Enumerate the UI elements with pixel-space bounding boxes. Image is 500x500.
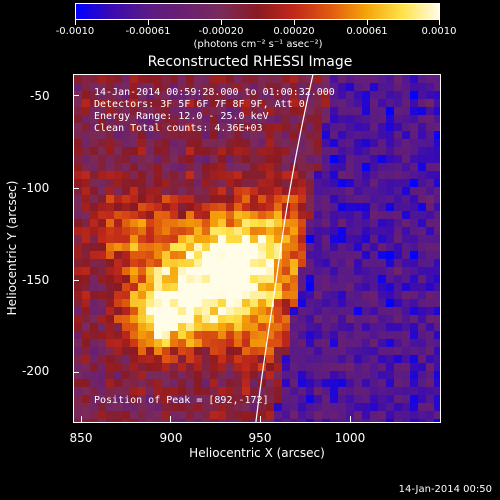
x-tick-mark <box>170 416 171 422</box>
colorbar-tick <box>367 20 368 25</box>
colorbar-tick <box>294 20 295 25</box>
colorbar-tick <box>148 20 149 25</box>
x-tick-label: 1000 <box>334 431 366 445</box>
annotation-method: Clean Total counts: 4.36E+03 <box>94 123 263 134</box>
x-tick-label: 900 <box>159 431 183 445</box>
annotation-time: 14-Jan-2014 00:59:28.000 to 01:00:32.000 <box>94 87 335 98</box>
y-tick-mark <box>73 188 79 189</box>
annotation-detectors: Detectors: 3F 5F 6F 7F 8F 9F, Att 0 <box>94 99 305 110</box>
y-tick-label: -200 <box>22 364 50 378</box>
x-tick-mark <box>81 416 82 422</box>
y-tick-mark <box>73 372 79 373</box>
colorbar-tick-label: -0.00061 <box>125 26 171 37</box>
colorbar-tick-label: 0.0010 <box>421 26 457 37</box>
colorbar-tick <box>439 20 440 25</box>
solar-limb <box>255 75 314 422</box>
colorbar-tick <box>75 20 76 25</box>
annotation-energy: Energy Range: 12.0 - 25.0 keV <box>94 111 269 122</box>
colorbar-tick <box>221 20 222 25</box>
y-tick-mark <box>73 280 79 281</box>
colorbar-units: (photons cm⁻² s⁻¹ asec⁻²) <box>193 39 323 50</box>
plot-title: Reconstructed RHESSI Image <box>147 54 353 70</box>
x-tick-label: 950 <box>248 431 272 445</box>
y-tick-mark <box>73 95 79 96</box>
rhessi-image: 14-Jan-2014 00:59:28.000 to 01:00:32.000… <box>73 74 441 423</box>
y-axis-label: Heliocentric Y (arcsec) <box>5 180 19 316</box>
x-tick-mark <box>260 416 261 422</box>
x-axis-label: Heliocentric X (arcsec) <box>189 446 325 460</box>
y-tick-label: -50 <box>30 89 50 103</box>
colorbar-tick-label: 0.00020 <box>273 26 315 37</box>
footer-date: 14-Jan-2014 00:50 <box>398 484 492 495</box>
colorbar <box>75 3 440 20</box>
colorbar-tick-label: -0.0010 <box>55 26 95 37</box>
y-axis-label-wrap: Heliocentric Y (arcsec) <box>0 0 24 500</box>
colorbar-tick-label: -0.00020 <box>198 26 244 37</box>
x-tick-label: 850 <box>69 431 93 445</box>
y-tick-label: -150 <box>22 273 50 287</box>
annotation-peak: Position of Peak = [892,-172] <box>94 395 269 406</box>
x-tick-mark <box>350 416 351 422</box>
y-tick-label: -100 <box>22 181 50 195</box>
colorbar-tick-label: 0.00061 <box>346 26 388 37</box>
